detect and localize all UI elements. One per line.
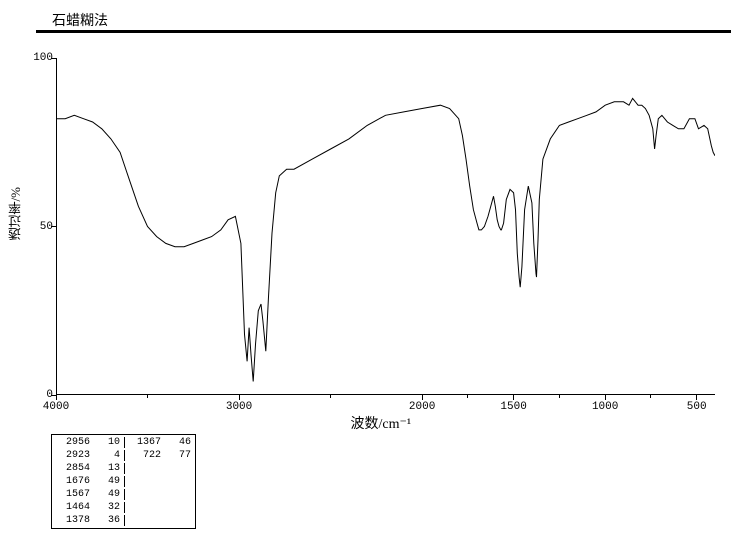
peak-wn: 1378	[54, 515, 92, 526]
peak-wn: 722	[124, 450, 163, 461]
x-tick	[239, 395, 240, 400]
y-axis-label: 透过率/%	[6, 187, 25, 240]
peak-wn: 1367	[124, 437, 163, 448]
peak-wn	[124, 489, 163, 500]
peak-wn: 2923	[54, 450, 92, 461]
y-tick-label: 50	[29, 221, 53, 233]
title-underline	[36, 30, 731, 33]
chart-title: 石蜡糊法	[52, 10, 108, 30]
x-tick	[696, 395, 697, 400]
peak-t	[165, 463, 193, 474]
table-row: 137836	[54, 515, 193, 526]
spectrum-line	[56, 58, 715, 395]
peak-wn: 1676	[54, 476, 92, 487]
x-tick	[56, 395, 57, 400]
plot-area	[56, 58, 715, 395]
x-tick-label: 1000	[590, 401, 620, 413]
peak-t: 49	[94, 476, 122, 487]
peak-wn	[124, 515, 163, 526]
table-row: 2923472277	[54, 450, 193, 461]
peak-t	[165, 476, 193, 487]
peak-wn	[124, 463, 163, 474]
x-minor-tick	[147, 395, 148, 398]
peak-wn	[124, 476, 163, 487]
peak-t: 32	[94, 502, 122, 513]
peak-wn: 1567	[54, 489, 92, 500]
table-row: 167649	[54, 476, 193, 487]
x-axis-label: 波数/cm⁻¹	[351, 413, 412, 433]
table-row: 285413	[54, 463, 193, 474]
table-row: 156749	[54, 489, 193, 500]
peak-t: 10	[94, 437, 122, 448]
peak-wn: 2956	[54, 437, 92, 448]
peak-wn: 2854	[54, 463, 92, 474]
x-tick	[605, 395, 606, 400]
x-minor-tick	[559, 395, 560, 398]
y-tick-label: 100	[29, 52, 53, 64]
peak-t	[165, 515, 193, 526]
peak-t: 46	[165, 437, 193, 448]
table-row: 146432	[54, 502, 193, 513]
x-minor-tick	[467, 395, 468, 398]
x-tick-label: 500	[682, 401, 712, 413]
peak-t: 13	[94, 463, 122, 474]
peak-t: 49	[94, 489, 122, 500]
x-tick-label: 4000	[41, 401, 71, 413]
x-minor-tick	[650, 395, 651, 398]
y-tick-label: 0	[29, 389, 53, 401]
peak-table: 2956101367462923472277285413167649156749…	[51, 434, 196, 529]
x-tick-label: 2000	[407, 401, 437, 413]
x-tick	[513, 395, 514, 400]
x-tick	[422, 395, 423, 400]
x-tick-label: 3000	[224, 401, 254, 413]
x-minor-tick	[330, 395, 331, 398]
peak-wn	[124, 502, 163, 513]
peak-wn: 1464	[54, 502, 92, 513]
peak-t	[165, 502, 193, 513]
peak-t	[165, 489, 193, 500]
table-row: 295610136746	[54, 437, 193, 448]
peak-t: 77	[165, 450, 193, 461]
peak-t: 36	[94, 515, 122, 526]
peak-t: 4	[94, 450, 122, 461]
x-tick-label: 1500	[499, 401, 529, 413]
